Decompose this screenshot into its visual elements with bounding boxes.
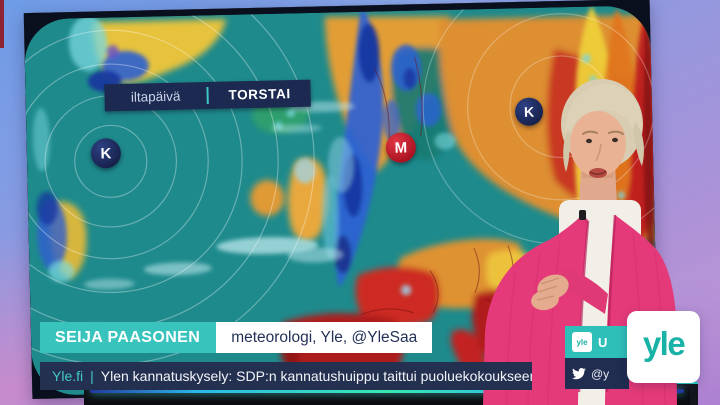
social-handle-box: @y	[565, 358, 629, 389]
time-of-day-cell: iltapäivä	[104, 82, 207, 111]
yle-logo: yle	[627, 311, 700, 383]
channel-badge: yle U	[565, 326, 629, 358]
forecast-time-box: iltapäivä TORSTAI	[104, 79, 311, 112]
ticker-source: Yle.fi	[52, 368, 84, 384]
yle-logo-text: yle	[642, 325, 686, 362]
presenter-role-bar: meteorologi, Yle, @YleSaa	[216, 322, 433, 353]
time-of-day-label: iltapäivä	[130, 88, 181, 105]
lower-third: SEIJA PAASONEN meteorologi, Yle, @YleSaa	[40, 322, 433, 353]
day-cell: TORSTAI	[208, 80, 311, 109]
news-ticker: Yle.fi | Ylen kannatuskysely: SDP:n kann…	[40, 362, 532, 390]
yle-mini-logo: yle	[572, 332, 592, 352]
ticker-headline: Ylen kannatuskysely: SDP:n kannatushuipp…	[100, 368, 532, 384]
day-label: TORSTAI	[228, 86, 291, 103]
presenter-name-bar: SEIJA PAASONEN	[40, 322, 217, 353]
twitter-bird-icon	[572, 367, 586, 379]
channel-badge-text: U	[598, 334, 608, 350]
ticker-separator: |	[90, 368, 94, 384]
studio-edge-sliver	[0, 0, 4, 48]
twitter-handle: @y	[591, 366, 610, 381]
